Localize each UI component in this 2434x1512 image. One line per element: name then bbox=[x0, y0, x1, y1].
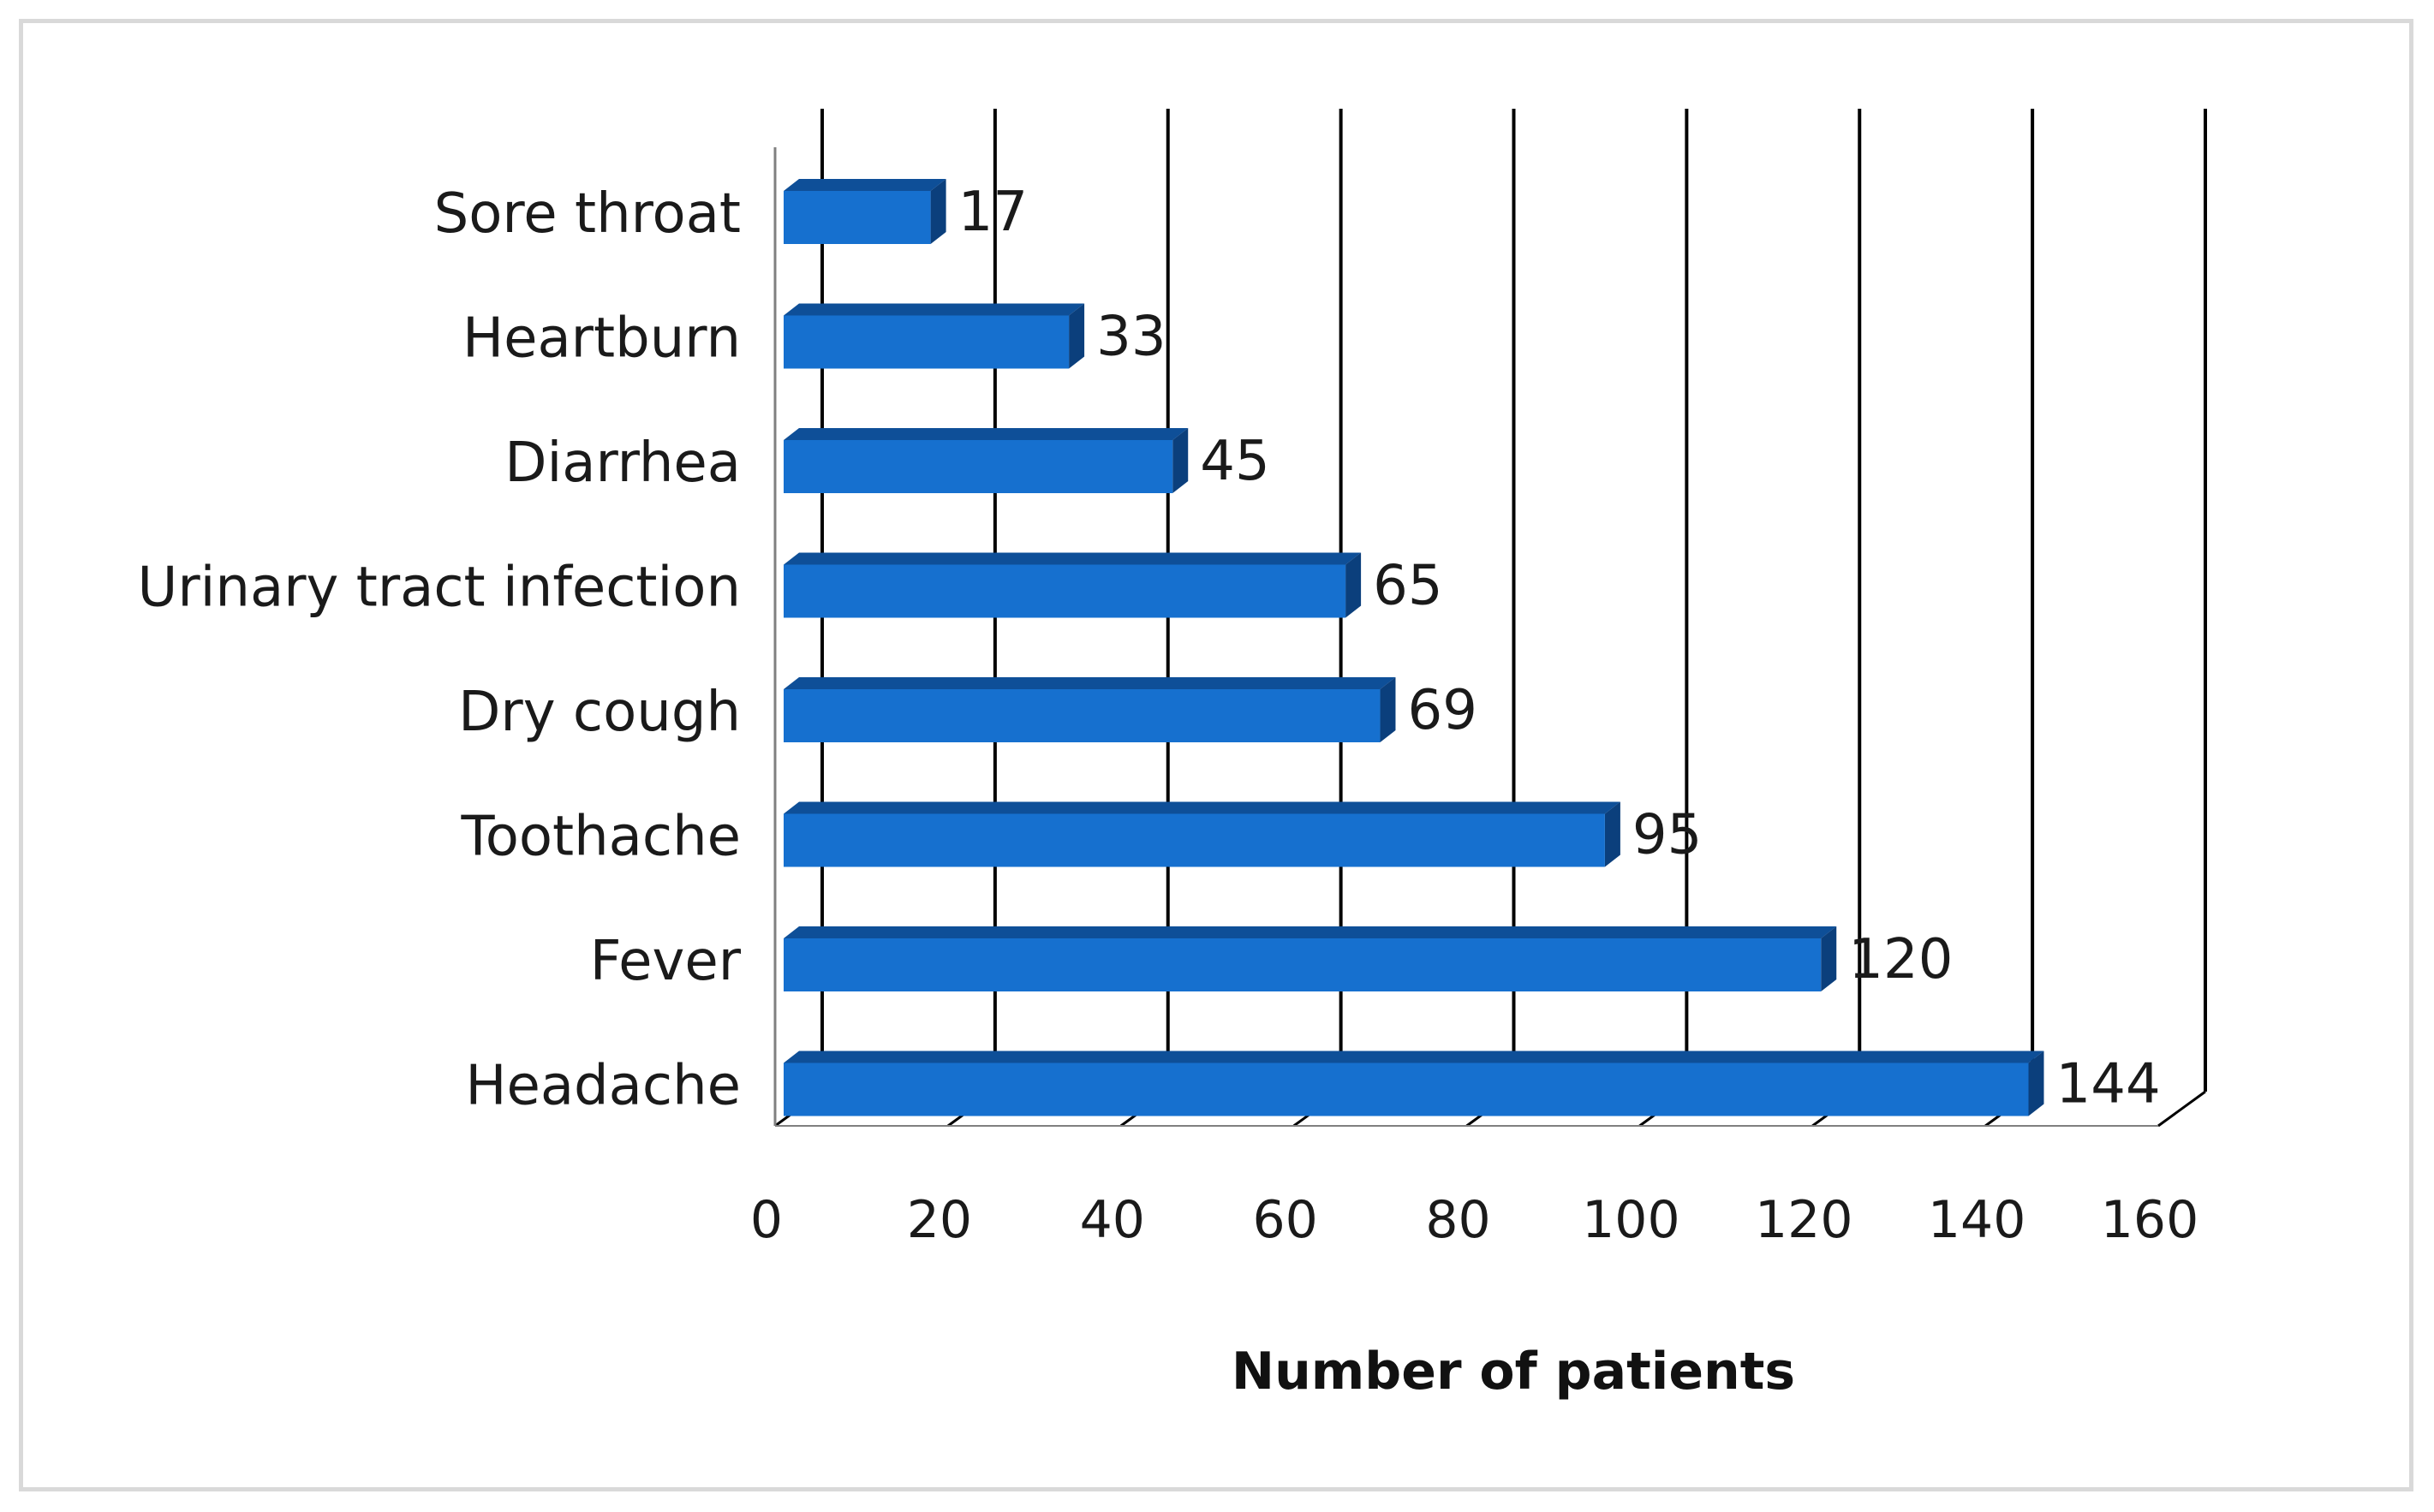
x-tick-label-60: 60 bbox=[1252, 1190, 1317, 1250]
bar-7 bbox=[784, 1063, 2029, 1116]
labels: 0 20 40 60 80 100 120 140 160 Sore throat 17 Heartb… bbox=[137, 181, 2198, 1250]
x-tick-label-100: 100 bbox=[1582, 1190, 1680, 1250]
bar-top-2 bbox=[784, 428, 1189, 440]
bar-3 bbox=[784, 564, 1346, 618]
category-label-7: Headache bbox=[465, 1055, 741, 1118]
x-tick-label-80: 80 bbox=[1425, 1190, 1490, 1250]
bar-side-6 bbox=[1821, 926, 1837, 991]
bar-top-6 bbox=[784, 926, 1837, 938]
x-tick-label-40: 40 bbox=[1080, 1190, 1145, 1250]
chart-frame: 0 20 40 60 80 100 120 140 160 Sore throat 17 Heartb… bbox=[19, 19, 2413, 1491]
bar-side-1 bbox=[1069, 303, 1085, 369]
x-axis-title: Number of patients bbox=[1232, 1342, 1795, 1402]
value-label-7: 144 bbox=[2056, 1053, 2161, 1116]
x-tick-label-0: 0 bbox=[750, 1190, 783, 1250]
x-tick-label-120: 120 bbox=[1755, 1190, 1853, 1250]
value-label-5: 95 bbox=[1632, 804, 1702, 867]
bar-0 bbox=[784, 191, 931, 244]
category-label-2: Diarrhea bbox=[504, 432, 741, 495]
bar-side-2 bbox=[1172, 428, 1189, 493]
bar-top-7 bbox=[784, 1051, 2044, 1063]
bar-5 bbox=[784, 813, 1605, 867]
x-tick-label-140: 140 bbox=[1928, 1190, 2026, 1250]
bar-top-0 bbox=[784, 179, 946, 191]
bar-side-5 bbox=[1604, 801, 1620, 867]
bar-4 bbox=[784, 689, 1381, 742]
value-label-3: 65 bbox=[1373, 555, 1442, 618]
category-label-3: Urinary tract infection bbox=[137, 557, 741, 620]
bar-top-3 bbox=[784, 552, 1362, 565]
x-tick-label-160: 160 bbox=[2101, 1190, 2199, 1250]
category-label-5: Toothache bbox=[460, 806, 741, 869]
value-label-2: 45 bbox=[1200, 430, 1269, 493]
bar-side-0 bbox=[930, 179, 946, 244]
category-label-0: Sore throat bbox=[434, 182, 741, 246]
value-label-1: 33 bbox=[1096, 306, 1166, 369]
bar-chart: 0 20 40 60 80 100 120 140 160 Sore throat 17 Heartb… bbox=[137, 109, 2207, 1402]
bar-6 bbox=[784, 938, 1822, 991]
floor-gridline-160 bbox=[2157, 1090, 2206, 1128]
bar-side-3 bbox=[1345, 552, 1362, 618]
bars bbox=[784, 179, 2044, 1116]
value-label-0: 17 bbox=[958, 181, 1028, 244]
x-tick-label-20: 20 bbox=[907, 1190, 972, 1250]
category-label-4: Dry cough bbox=[458, 681, 741, 744]
category-label-1: Heartburn bbox=[462, 307, 741, 371]
bar-side-7 bbox=[2028, 1051, 2044, 1116]
bar-top-1 bbox=[784, 303, 1085, 316]
bar-side-4 bbox=[1380, 677, 1396, 742]
bar-1 bbox=[784, 315, 1070, 369]
bar-top-4 bbox=[784, 677, 1396, 689]
category-label-6: Fever bbox=[590, 930, 742, 993]
bar-top-5 bbox=[784, 801, 1620, 814]
value-label-4: 69 bbox=[1407, 679, 1477, 742]
bar-2 bbox=[784, 440, 1173, 493]
value-label-6: 120 bbox=[1848, 928, 1953, 991]
